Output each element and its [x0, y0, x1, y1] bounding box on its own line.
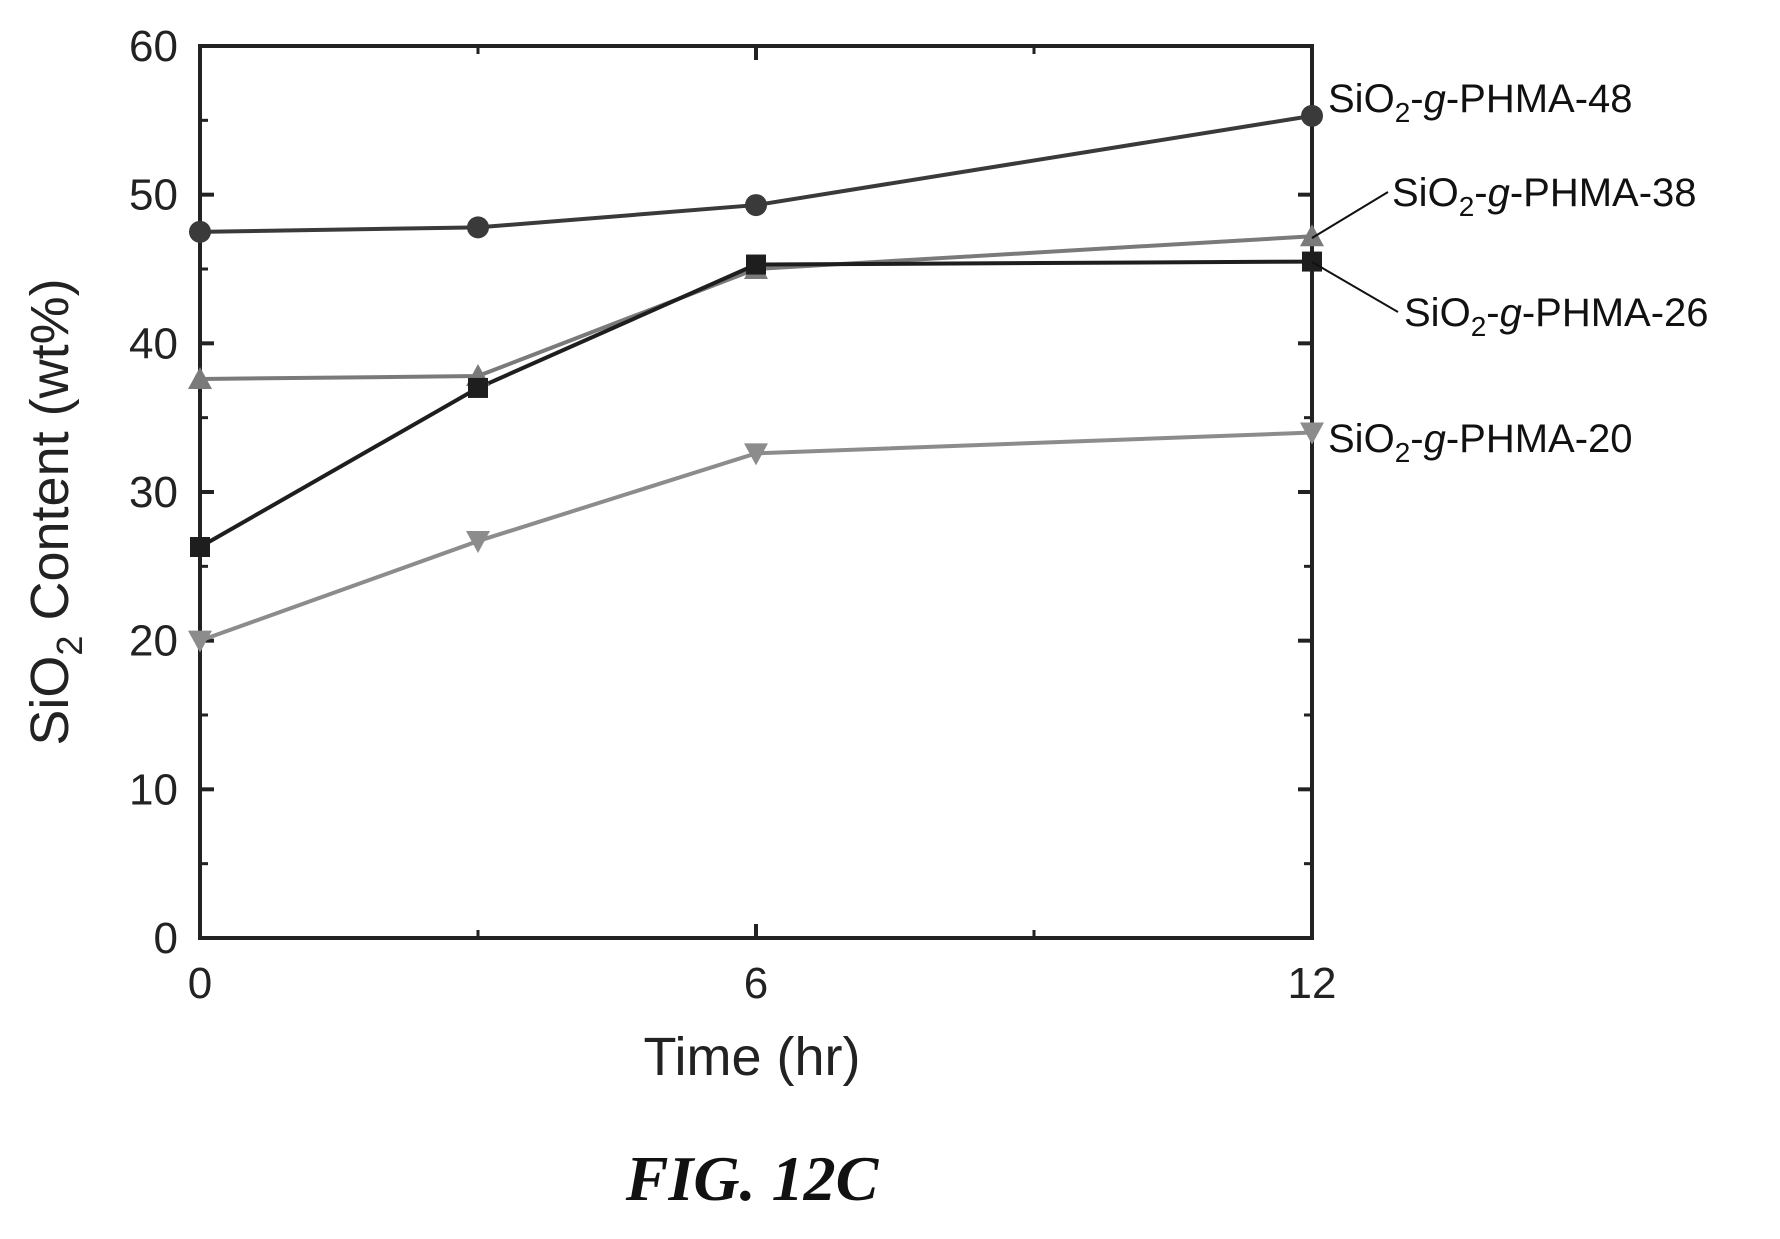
- label-leader-line: [1311, 191, 1389, 239]
- series-label: SiO2-g-PHMA-26: [1404, 291, 1709, 342]
- data-point: [1300, 422, 1324, 445]
- plot-frame: [198, 44, 1314, 940]
- x-tick-label: 0: [188, 959, 212, 1008]
- data-point: [188, 630, 212, 653]
- y-tick-label: 40: [129, 319, 178, 368]
- data-point: [467, 216, 489, 239]
- data-point: [746, 254, 766, 275]
- plot-area: [198, 44, 1314, 940]
- label-leader-line: [1311, 261, 1399, 313]
- tick-labels: 0 10 20 30 40 50 60 0 6 12: [129, 22, 1336, 1008]
- data-point: [1301, 104, 1323, 127]
- y-tick-label: 0: [154, 914, 178, 963]
- data-point: [468, 377, 488, 398]
- series-label: SiO2-g-PHMA-48: [1328, 77, 1633, 128]
- y-tick-label: 30: [129, 468, 178, 517]
- series-line: [199, 430, 1313, 643]
- series-line: [199, 259, 1313, 549]
- y-tick-label: 10: [129, 765, 178, 814]
- series-label: SiO2-g-PHMA-38: [1392, 171, 1697, 222]
- x-axis-title: Time (hr): [644, 1027, 861, 1087]
- series-line: [199, 113, 1313, 234]
- series-labels: SiO2-g-PHMA-48 SiO2-g-PHMA-38 SiO2-g-PHMA-…: [1311, 77, 1709, 468]
- data-point: [1300, 224, 1324, 247]
- y-tick-label: 20: [129, 617, 178, 666]
- data-point: [466, 531, 490, 554]
- series-label: SiO2-g-PHMA-20: [1328, 417, 1633, 468]
- data-point: [188, 367, 212, 390]
- data-point: [745, 194, 767, 217]
- figure-caption: FIG. 12C: [625, 1143, 880, 1214]
- data-point: [1302, 251, 1322, 272]
- axis-ticks: [198, 44, 1314, 940]
- data-point: [190, 537, 210, 558]
- series-line: [199, 234, 1313, 382]
- y-tick-label: 60: [129, 22, 178, 71]
- y-axis-title: SiO2 Content (wt%): [20, 278, 90, 745]
- series-lines: [199, 113, 1313, 643]
- y-tick-label: 50: [129, 171, 178, 220]
- series-markers: [188, 104, 1324, 653]
- data-point: [189, 220, 211, 243]
- data-point: [744, 443, 768, 466]
- x-tick-label: 6: [744, 959, 768, 1008]
- x-tick-label: 12: [1288, 959, 1337, 1008]
